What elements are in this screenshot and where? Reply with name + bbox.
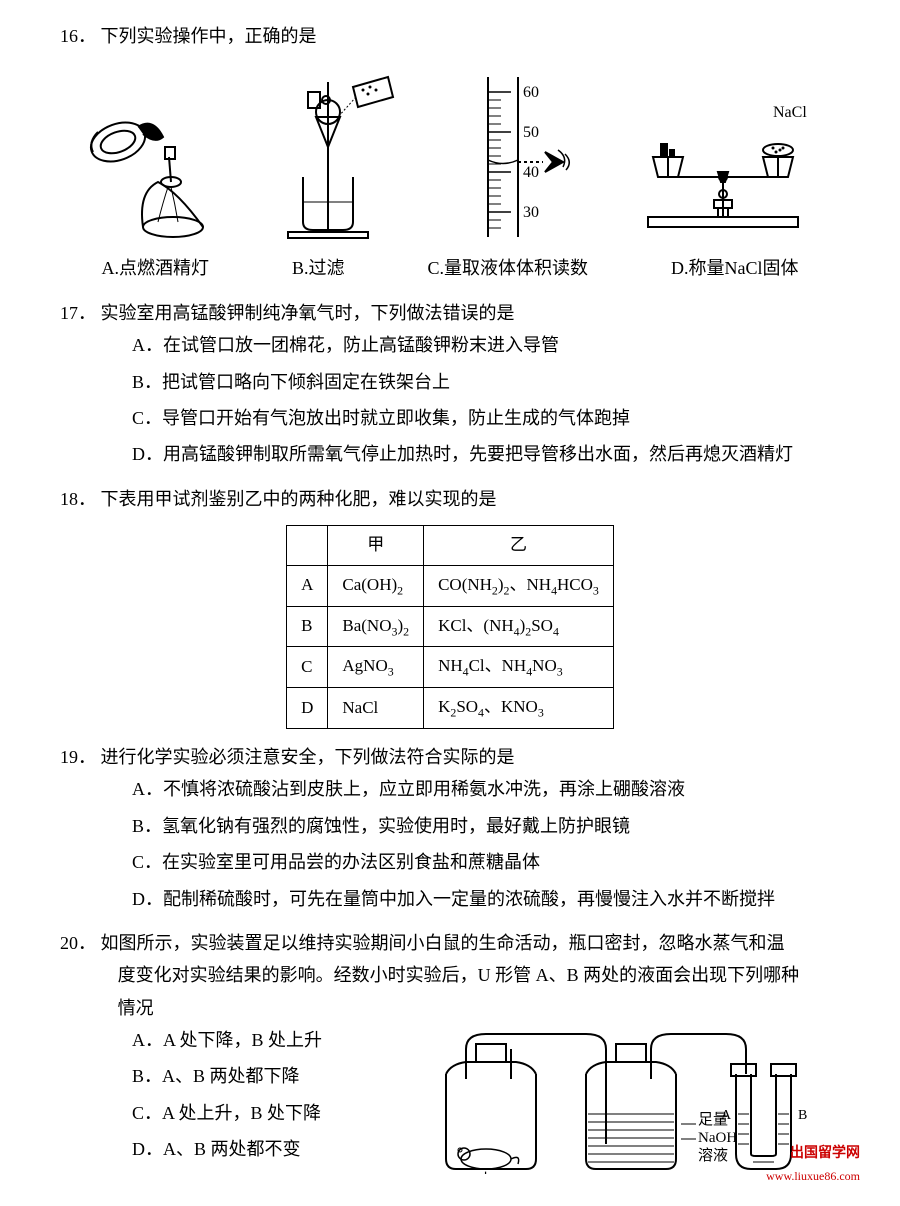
q16-fig-a [83,62,223,242]
utube-b: B [798,1108,807,1123]
q16-fig-d: NaCl [628,62,818,242]
q20-opt-d: D．A、B 两处都不变 [132,1133,392,1165]
q17-options: A．在试管口放一团棉花，防止高锰酸钾粉末进入导管 B．把试管口略向下倾斜固定在铁… [132,329,840,471]
cell-targets: CO(NH2)2、NH4HCO3 [424,565,614,606]
q17-opt-d: D．用高锰酸钾制取所需氧气停止加热时，先要把导管移出水面，然后再熄灭酒精灯 [132,438,840,470]
table-row: A Ca(OH)2 CO(NH2)2、NH4HCO3 [287,565,614,606]
th-reagent: 甲 [328,526,424,566]
tick-50: 50 [523,124,539,141]
q20-options: A．A 处下降，B 处上升 B．A、B 两处都下降 C．A 处上升，B 处下降 … [132,1024,392,1170]
tick-60: 60 [523,84,539,101]
question-20: 20． 如图所示，实验装置足以维持实验期间小白鼠的生命活动，瓶口密封，忽略水蒸气… [60,927,840,1174]
q19-opt-d: D．配制稀硫酸时，可先在量筒中加入一定量的浓硫酸，再慢慢注入水并不断搅拌 [132,883,840,915]
q17-stem: 17． 实验室用高锰酸钾制纯净氧气时，下列做法错误的是 [60,297,840,329]
q20-text-l1: 如图所示，实验装置足以维持实验期间小白鼠的生命活动，瓶口密封，忽略水蒸气和温 [101,933,785,953]
q16-number: 16． [60,26,96,46]
q16-stem: 16． 下列实验操作中，正确的是 [60,20,840,52]
q19-text: 进行化学实验必须注意安全，下列做法符合实际的是 [101,747,515,767]
question-18: 18． 下表用甲试剂鉴别乙中的两种化肥，难以实现的是 甲 乙 A Ca(OH)2… [60,483,840,729]
nacl-label: NaCl [773,104,807,121]
cell-label: C [287,647,328,688]
table-row: B Ba(NO3)2 KCl、(NH4)2SO4 [287,606,614,647]
q20-opt-a: A．A 处下降，B 处上升 [132,1024,392,1056]
q20-stem-l2: 度变化对实验结果的影响。经数小时实验后，U 形管 A、B 两处的液面会出现下列哪… [118,959,840,991]
q19-number: 19． [60,747,96,767]
q20-stem-l1: 20． 如图所示，实验装置足以维持实验期间小白鼠的生命活动，瓶口密封，忽略水蒸气… [60,927,840,959]
q20-opt-b: B．A、B 两处都下降 [132,1060,392,1092]
cell-targets: K2SO4、KNO3 [424,688,614,729]
q16-opt-c: C.量取液体体积读数 [427,252,588,284]
mouse-label: 小 [478,1171,493,1174]
q19-opt-b: B．氢氧化钠有强烈的腐蚀性，实验使用时，最好戴上防护眼镜 [132,810,840,842]
q18-text: 下表用甲试剂鉴别乙中的两种化肥，难以实现的是 [101,489,497,509]
naoh-l3: 溶液 [698,1147,728,1164]
question-17: 17． 实验室用高锰酸钾制纯净氧气时，下列做法错误的是 A．在试管口放一团棉花，… [60,297,840,471]
naoh-l2: NaOH [698,1130,737,1146]
th-blank [287,526,328,566]
q17-opt-a: A．在试管口放一团棉花，防止高锰酸钾粉末进入导管 [132,329,840,361]
q16-opt-d: D.称量NaCl固体 [671,252,799,284]
cell-reagent: Ba(NO3)2 [328,606,424,647]
tick-40: 40 [523,164,539,181]
q19-stem: 19． 进行化学实验必须注意安全，下列做法符合实际的是 [60,741,840,773]
q16-fig-c: 60 50 40 30 [463,62,583,242]
q19-opt-a: A．不慎将浓硫酸沾到皮肤上，应立即用稀氨水冲洗，再涂上硼酸溶液 [132,773,840,805]
q19-options: A．不慎将浓硫酸沾到皮肤上，应立即用稀氨水冲洗，再涂上硼酸溶液 B．氢氧化钠有强… [132,773,840,915]
table-header-row: 甲 乙 [287,526,614,566]
q16-options: A.点燃酒精灯 B.过滤 C.量取液体体积读数 D.称量NaCl固体 [60,252,840,284]
cell-targets: KCl、(NH4)2SO4 [424,606,614,647]
cell-label: D [287,688,328,729]
q16-text: 下列实验操作中，正确的是 [101,26,317,46]
q18-number: 18． [60,489,96,509]
cell-reagent: Ca(OH)2 [328,565,424,606]
utube-a: A [721,1108,732,1123]
cell-label: B [287,606,328,647]
q17-opt-b: B．把试管口略向下倾斜固定在铁架台上 [132,366,840,398]
question-16: 16． 下列实验操作中，正确的是 [60,20,840,285]
q20-opt-c: C．A 处上升，B 处下降 [132,1097,392,1129]
q16-opt-b: B.过滤 [292,252,345,284]
brand-text: 出国留学网 [766,1141,860,1166]
cell-targets: NH4Cl、NH4NO3 [424,647,614,688]
q16-opt-a: A.点燃酒精灯 [101,252,209,284]
q17-opt-c: C．导管口开始有气泡放出时就立即收集，防止生成的气体跑掉 [132,402,840,434]
cell-reagent: NaCl [328,688,424,729]
q16-figures-row: 60 50 40 30 NaCl [60,62,840,242]
tick-30: 30 [523,204,539,221]
table-row: C AgNO3 NH4Cl、NH4NO3 [287,647,614,688]
brand-url: www.liuxue86.com [766,1166,860,1188]
q18-stem: 18． 下表用甲试剂鉴别乙中的两种化肥，难以实现的是 [60,483,840,515]
table-row: D NaCl K2SO4、KNO3 [287,688,614,729]
q17-text: 实验室用高锰酸钾制纯净氧气时，下列做法错误的是 [101,303,515,323]
q20-stem-l3: 情况 [118,992,840,1024]
cell-label: A [287,565,328,606]
cell-reagent: AgNO3 [328,647,424,688]
question-19: 19． 进行化学实验必须注意安全，下列做法符合实际的是 A．不慎将浓硫酸沾到皮肤… [60,741,840,915]
q20-number: 20． [60,933,96,953]
q16-fig-b [268,62,418,242]
q18-table: 甲 乙 A Ca(OH)2 CO(NH2)2、NH4HCO3 B Ba(NO3)… [286,525,614,729]
th-targets: 乙 [424,526,614,566]
q19-opt-c: C．在实验室里可用品尝的办法区别食盐和蔗糖晶体 [132,846,840,878]
q17-number: 17． [60,303,96,323]
footer-brand: 出国留学网 www.liuxue86.com [766,1141,860,1188]
